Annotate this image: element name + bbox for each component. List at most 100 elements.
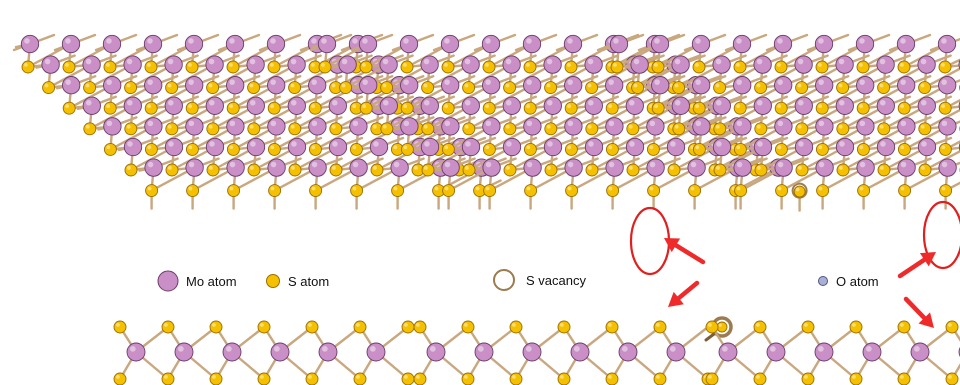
s-atom	[605, 142, 619, 156]
s-atom	[631, 81, 645, 95]
side-s-atom-body	[401, 320, 415, 334]
s-atom-shine	[715, 83, 720, 88]
vacancy-top-arrow-head	[664, 238, 681, 253]
mo-atom-shine	[859, 161, 866, 168]
mo-atom-shine	[423, 58, 430, 65]
mo-atom-shine	[608, 120, 615, 127]
s-atom-shine	[290, 124, 295, 129]
lattice-o-substituted-mos2	[601, 33, 960, 210]
s-atom-shine	[879, 165, 884, 170]
s-atom	[103, 142, 117, 156]
mo-atom-body	[855, 34, 875, 54]
side-mo-atom-body	[862, 342, 882, 362]
mo-atom-shine	[229, 38, 235, 44]
s-atom-body	[288, 122, 302, 136]
side-s-atom-shine	[307, 322, 312, 327]
s-atom-shine	[126, 83, 131, 88]
mo-atom	[523, 117, 542, 136]
side-s-atom-shine	[707, 322, 712, 327]
side-s-atom-shine	[511, 322, 516, 327]
s-atom-shine	[900, 145, 905, 150]
s-atom	[359, 60, 373, 74]
mo-atom-body	[226, 117, 245, 136]
mo-atom-shine	[818, 79, 824, 85]
mo-atom-shine	[321, 38, 327, 44]
mo-atom-body	[246, 137, 266, 157]
mo-atom-body	[185, 117, 204, 136]
mo-atom-shine	[382, 58, 389, 65]
side-mo-atom-body	[666, 342, 686, 362]
side-s-atom	[113, 372, 127, 385]
mo-atom	[267, 158, 286, 177]
s-atom-shine	[695, 145, 700, 150]
side-s-atom-body	[897, 372, 911, 385]
s-atom	[144, 101, 158, 115]
s-atom-shine	[167, 165, 172, 170]
s-atom-body	[631, 81, 645, 95]
mo-atom-body	[41, 55, 60, 74]
mo-atom-shine	[757, 141, 763, 147]
s-atom-body	[605, 101, 619, 115]
side-s-atom-body	[113, 320, 127, 334]
mo-atom-body	[630, 55, 649, 74]
s-atom-shine	[403, 104, 408, 109]
mo-atom-shine	[633, 58, 640, 65]
mo-atom-body	[287, 55, 306, 74]
mo-atom	[144, 117, 163, 136]
mo-atom-shine	[921, 141, 927, 147]
side-s-atom	[653, 320, 667, 334]
side-s-atom	[509, 372, 523, 385]
mo-atom-body	[461, 137, 481, 157]
mo-atom-body	[917, 96, 936, 115]
s-atom-shine	[736, 145, 741, 150]
mo-atom-shine	[341, 58, 348, 65]
s-atom-body	[815, 60, 829, 74]
s-atom-body	[441, 101, 455, 115]
mo-atom	[20, 34, 40, 54]
side-s-atom-shine	[655, 322, 660, 327]
mo-atom-body	[691, 34, 711, 54]
mo-atom	[938, 158, 957, 177]
mo-atom-shine	[106, 38, 112, 44]
s-atom	[775, 184, 789, 198]
s-atom-shine	[310, 62, 315, 67]
side-mo-atom-shine	[321, 345, 328, 352]
s-atom-shine	[382, 83, 387, 88]
s-atom-body	[482, 60, 496, 74]
s-atom-shine	[859, 104, 864, 109]
s-atom	[165, 163, 179, 177]
s-atom-shine	[941, 186, 946, 191]
side-s-atom	[161, 320, 175, 334]
mo-atom-shine	[859, 38, 865, 44]
mo-atom	[625, 137, 645, 157]
s-atom-shine	[797, 165, 802, 170]
annotations	[629, 200, 960, 328]
mo-atom	[564, 76, 583, 95]
mo-atom-body	[103, 117, 122, 136]
s-atom-shine	[423, 83, 428, 88]
mo-atom	[61, 34, 81, 54]
s-atom-body	[610, 60, 624, 74]
s-atom	[267, 142, 281, 156]
mo-atom	[938, 117, 957, 136]
side-mo-atom	[426, 342, 446, 362]
mo-atom-body	[420, 55, 439, 74]
mo-atom-body	[835, 55, 854, 74]
s-atom-body	[441, 60, 455, 74]
s-atom	[795, 163, 809, 177]
s-atom	[815, 60, 829, 74]
side-s-atom-body	[305, 320, 319, 334]
s-atom	[441, 142, 455, 156]
mo-atom-shine	[670, 141, 676, 147]
s-atom	[754, 122, 768, 136]
mo-atom	[773, 34, 793, 54]
mo-atom-body	[308, 117, 327, 136]
legend-mo: Mo atom	[157, 270, 237, 292]
s-atom-shine	[818, 104, 823, 109]
mo-atom-shine	[900, 79, 906, 85]
s-atom-shine	[776, 62, 781, 67]
s-atom	[267, 101, 281, 115]
mo-atom-shine	[249, 58, 256, 65]
mo-atom-shine	[464, 99, 471, 106]
